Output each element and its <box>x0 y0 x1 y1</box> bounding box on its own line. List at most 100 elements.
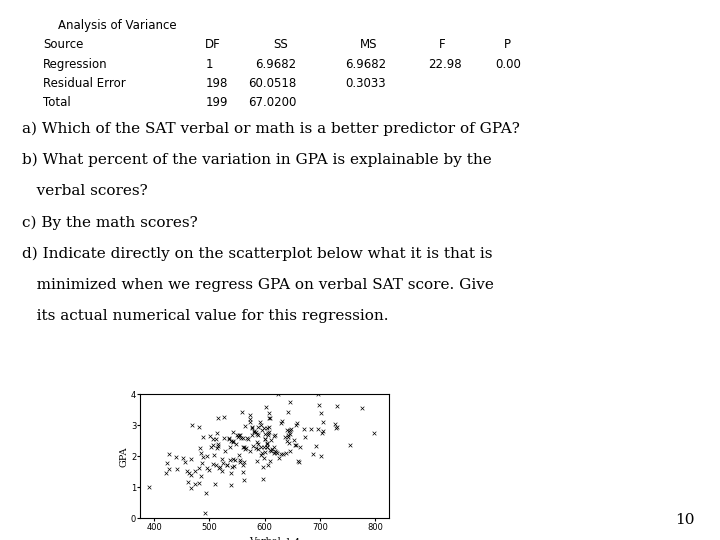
Point <box>262 429 274 437</box>
Point <box>227 463 238 471</box>
Point <box>299 433 310 441</box>
Point <box>264 427 275 436</box>
Point <box>291 441 302 449</box>
Point <box>263 422 274 431</box>
Point <box>243 435 254 443</box>
Point <box>312 424 323 433</box>
Point <box>345 441 356 450</box>
Point <box>245 446 256 455</box>
Point <box>261 443 273 451</box>
Text: SS: SS <box>274 38 288 51</box>
Point <box>231 430 243 439</box>
Point <box>281 437 292 445</box>
Text: b) What percent of the variation in GPA is explainable by the: b) What percent of the variation in GPA … <box>22 153 491 167</box>
Point <box>271 448 282 456</box>
Point <box>275 418 287 427</box>
Point <box>177 454 189 462</box>
Point <box>245 415 256 423</box>
Point <box>225 436 237 445</box>
Point <box>222 434 234 443</box>
Point <box>212 442 223 450</box>
Point <box>315 451 327 460</box>
Text: 1: 1 <box>205 58 212 71</box>
Point <box>269 442 280 451</box>
Point <box>256 449 267 457</box>
Point <box>269 446 281 455</box>
Point <box>212 443 223 452</box>
Point <box>261 424 272 433</box>
Point <box>182 477 194 486</box>
Point <box>189 467 201 475</box>
Point <box>201 451 212 460</box>
Point <box>284 447 296 456</box>
Point <box>305 425 317 434</box>
Point <box>207 441 219 450</box>
Point <box>228 427 239 436</box>
Point <box>284 426 296 435</box>
Point <box>183 468 194 477</box>
Point <box>201 464 212 472</box>
Point <box>274 454 285 462</box>
Point <box>225 442 236 451</box>
Point <box>282 426 293 434</box>
Point <box>263 414 274 422</box>
Point <box>200 489 212 497</box>
Point <box>209 480 220 489</box>
Point <box>331 401 343 410</box>
Point <box>266 436 277 444</box>
Point <box>256 450 267 459</box>
Point <box>186 455 197 463</box>
Point <box>238 476 249 485</box>
Point <box>279 433 291 441</box>
Point <box>261 440 272 448</box>
Point <box>280 448 292 457</box>
Point <box>269 431 280 440</box>
Point <box>224 456 235 464</box>
Point <box>216 455 228 463</box>
Point <box>264 446 275 455</box>
Point <box>227 438 238 447</box>
Point <box>230 440 242 449</box>
Point <box>234 457 246 466</box>
Point <box>212 414 224 422</box>
Point <box>260 402 271 411</box>
Point <box>220 446 231 455</box>
Point <box>197 432 209 441</box>
Point <box>252 438 264 447</box>
Point <box>204 432 215 441</box>
Point <box>316 429 328 438</box>
Point <box>284 427 295 436</box>
Point <box>248 427 260 436</box>
Point <box>251 457 262 465</box>
Point <box>286 425 297 434</box>
Point <box>233 431 245 440</box>
Point <box>238 468 249 476</box>
Text: 67.0200: 67.0200 <box>248 96 297 109</box>
Point <box>261 443 272 451</box>
Point <box>228 462 240 470</box>
Text: DF: DF <box>205 38 221 51</box>
Text: a) Which of the SAT verbal or math is a better predictor of GPA?: a) Which of the SAT verbal or math is a … <box>22 122 519 136</box>
Point <box>229 456 240 464</box>
Point <box>258 454 269 462</box>
Point <box>163 465 174 474</box>
Point <box>284 397 296 406</box>
Point <box>189 479 201 488</box>
Point <box>242 434 253 442</box>
Point <box>292 456 304 465</box>
Text: 0.00: 0.00 <box>495 58 521 71</box>
Point <box>233 451 245 460</box>
Point <box>215 463 226 471</box>
Point <box>216 466 228 475</box>
Point <box>256 442 267 451</box>
Point <box>197 453 209 461</box>
Point <box>257 475 269 483</box>
Point <box>262 431 274 440</box>
Point <box>290 421 302 429</box>
Point <box>193 479 204 488</box>
Text: 6.9682: 6.9682 <box>346 58 387 71</box>
Point <box>223 435 235 443</box>
Text: Analysis of Variance: Analysis of Variance <box>43 19 177 32</box>
Point <box>211 429 222 437</box>
Point <box>356 404 368 413</box>
